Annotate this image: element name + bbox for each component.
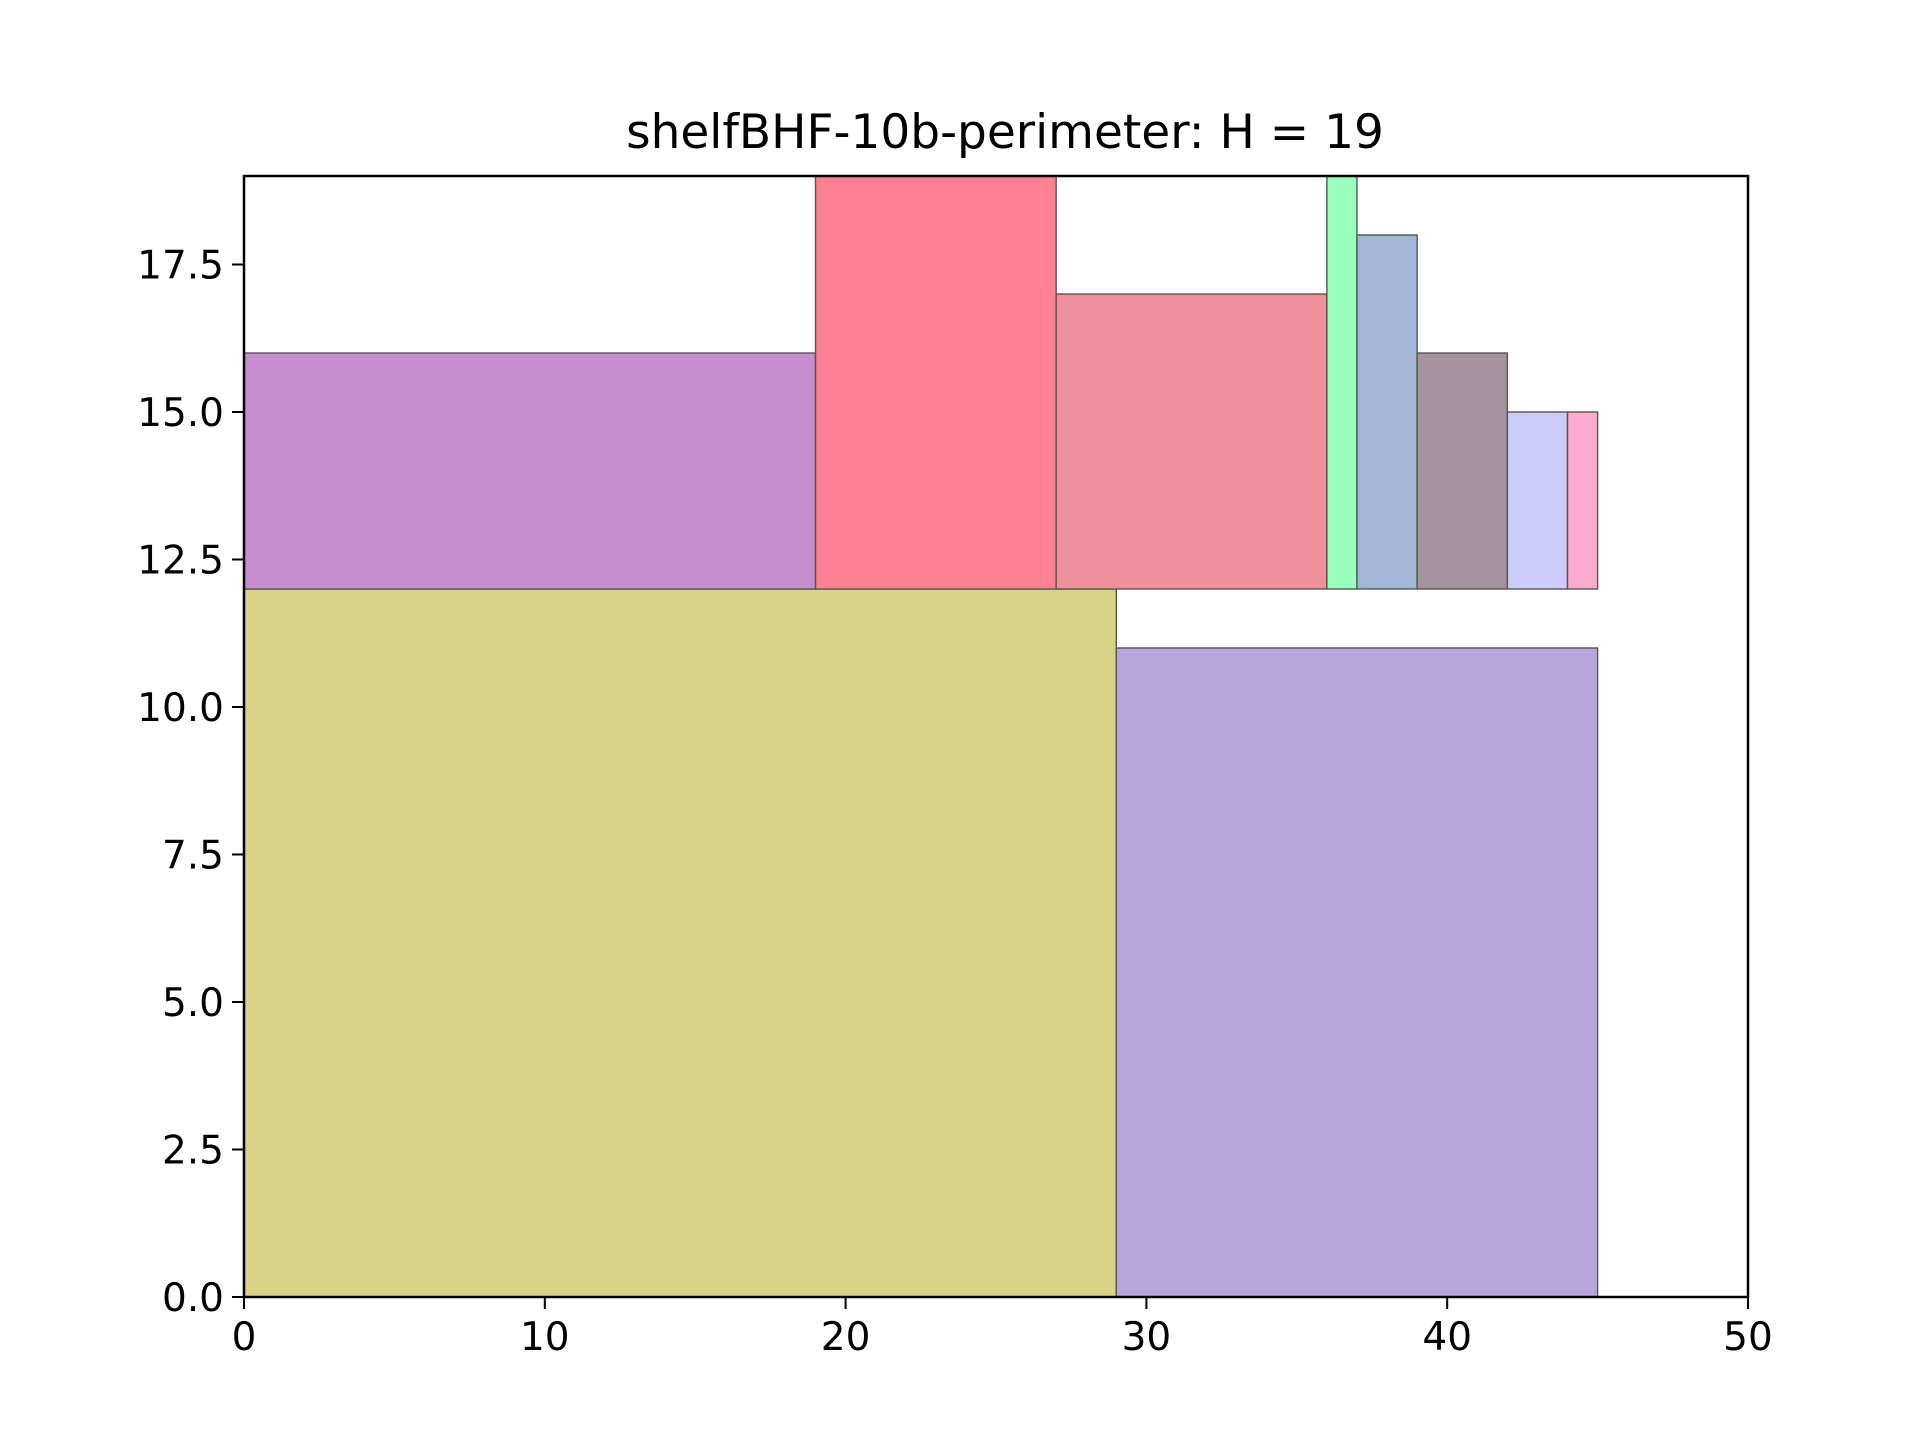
packed-rectangle-6 (1326, 175, 1358, 590)
packed-rectangle-5 (1055, 293, 1328, 590)
x-tick-label: 50 (1723, 1315, 1773, 1360)
packed-rectangle-8 (1416, 352, 1509, 590)
rectangles-layer (243, 175, 1599, 1298)
x-tick-label: 40 (1422, 1315, 1472, 1360)
y-axis: 0.0 2.5 5.0 7.5 10.0 12.5 15.0 17.5 (137, 244, 244, 1321)
packed-rectangle-9 (1506, 411, 1569, 590)
x-tick-label: 0 (232, 1315, 257, 1360)
y-tick-label: 5.0 (162, 981, 224, 1026)
packed-rectangle-2 (1115, 647, 1599, 1298)
packed-rectangle-3 (243, 352, 817, 590)
packed-rectangle-10 (1566, 411, 1599, 590)
y-tick-label: 17.5 (137, 244, 224, 289)
plot-frame (242, 174, 1750, 1299)
x-tick-label: 30 (1122, 1315, 1172, 1360)
y-tick-label: 7.5 (162, 834, 224, 879)
x-tick-label: 20 (821, 1315, 871, 1360)
chart-title: shelfBHF-10b-perimeter: H = 19 (626, 105, 1384, 160)
y-tick-label: 2.5 (162, 1129, 224, 1174)
y-tick-label: 0.0 (162, 1276, 224, 1321)
x-tick-label: 10 (520, 1315, 570, 1360)
y-tick-label: 15.0 (137, 391, 224, 436)
x-axis: 0 10 20 30 40 50 (232, 1297, 1773, 1360)
packed-rectangle-1 (243, 588, 1118, 1298)
y-tick-label: 10.0 (137, 686, 224, 731)
packed-rectangle-7 (1356, 234, 1418, 590)
packed-rectangle-4 (814, 175, 1057, 590)
y-tick-label: 12.5 (137, 539, 224, 584)
